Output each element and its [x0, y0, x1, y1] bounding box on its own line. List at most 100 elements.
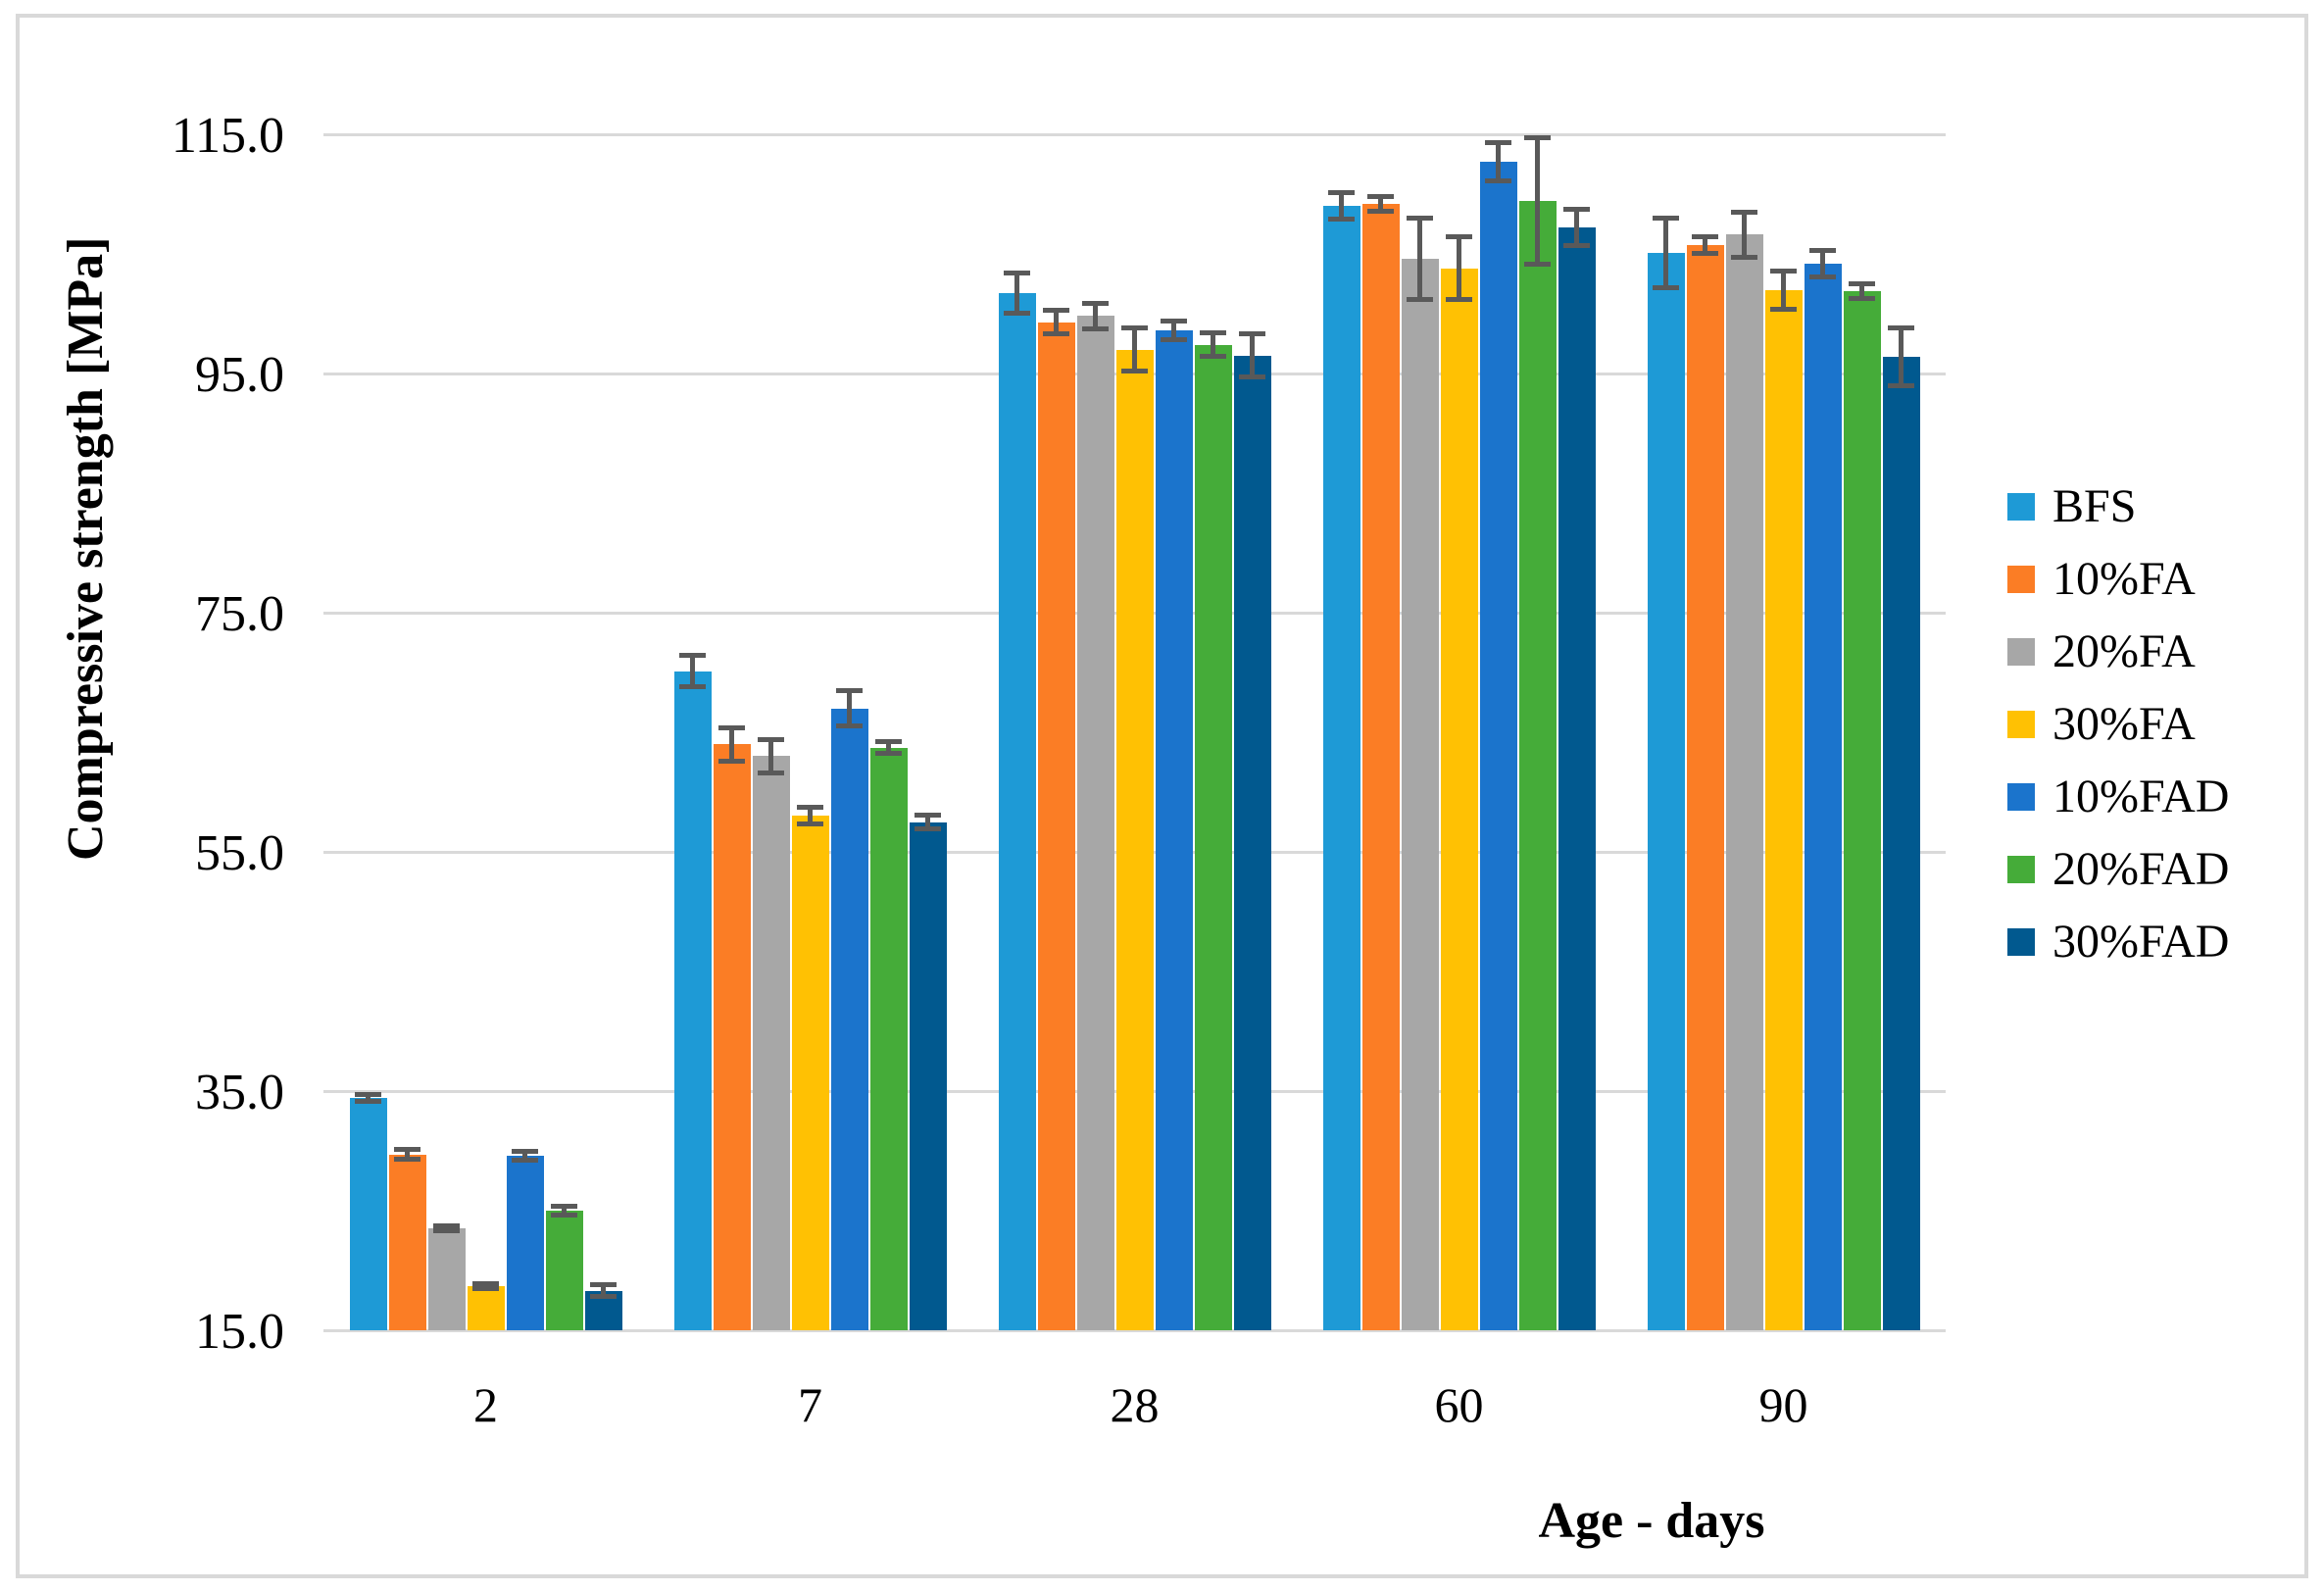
error-bar-30%FA-day28	[1132, 325, 1137, 373]
error-cap-top-30%FA-day28	[1121, 325, 1148, 331]
x-axis-title: Age - days	[1538, 1493, 1765, 1549]
error-cap-top-30%FAD-day60	[1563, 207, 1590, 213]
error-cap-bottom-30%FA-day7	[797, 821, 823, 827]
error-cap-bottom-20%FA-day7	[758, 770, 784, 775]
bar-30%FAD-day60	[1558, 227, 1596, 1330]
legend-item-20%FA: 20%FA	[2007, 616, 2229, 688]
y-tick-label-35.0: 35.0	[195, 1065, 284, 1120]
legend-item-20%FAD: 20%FAD	[2007, 833, 2229, 906]
legend-label-10%FAD: 10%FAD	[2052, 771, 2230, 822]
error-bar-10%FAD-day28	[1171, 318, 1176, 343]
bar-30%FA-day28	[1115, 349, 1154, 1330]
legend-swatch-30%FA	[2007, 711, 2035, 738]
error-cap-bottom-20%FA-day60	[1407, 296, 1433, 302]
error-bar-30%FAD-day28	[1250, 331, 1255, 380]
bar-30%FAD-day28	[1233, 355, 1271, 1330]
error-bar-10%FA-day7	[729, 724, 734, 764]
error-cap-bottom-10%FA-day60	[1367, 208, 1394, 214]
error-cap-bottom-BFS-day90	[1653, 284, 1679, 290]
bar-30%FAD-day90	[1882, 356, 1920, 1330]
bar-20%FAD-day2	[545, 1211, 583, 1330]
error-cap-bottom-30%FAD-day7	[915, 826, 941, 832]
error-cap-top-30%FAD-day2	[590, 1282, 617, 1288]
error-bar-20%FAD-day2	[562, 1203, 567, 1219]
error-bar-BFS-day60	[1339, 190, 1344, 223]
error-cap-top-BFS-day90	[1653, 215, 1679, 221]
error-bar-30%FAD-day7	[925, 812, 930, 832]
error-bar-BFS-day90	[1663, 215, 1668, 290]
error-bar-20%FAD-day60	[1535, 135, 1540, 268]
error-cap-bottom-20%FAD-day90	[1849, 295, 1875, 301]
legend: BFS 10%FA 20%FA 30%FA 10%FAD 20%FAD 30%FAD	[2007, 471, 2229, 978]
error-bar-BFS-day28	[1014, 271, 1019, 317]
error-bar-10%FAD-day60	[1496, 140, 1501, 183]
error-cap-top-10%FAD-day90	[1809, 247, 1836, 253]
legend-swatch-10%FAD	[2007, 783, 2035, 811]
bar-10%FAD-day90	[1804, 263, 1842, 1330]
bar-30%FA-day7	[791, 816, 829, 1330]
error-bar-BFS-day7	[690, 653, 695, 690]
error-cap-top-20%FAD-day60	[1524, 135, 1551, 141]
bar-30%FAD-day7	[909, 821, 947, 1330]
error-cap-top-20%FA-day7	[758, 736, 784, 742]
bar-10%FA-day28	[1037, 322, 1075, 1330]
error-cap-bottom-10%FA-day90	[1692, 251, 1718, 257]
error-cap-top-30%FAD-day90	[1888, 325, 1914, 331]
error-bar-10%FA-day28	[1054, 307, 1059, 337]
error-cap-bottom-10%FA-day7	[718, 758, 745, 764]
x-tick-label-7: 7	[798, 1377, 822, 1432]
bar-20%FAD-day7	[869, 747, 908, 1330]
bar-10%FA-day60	[1361, 203, 1400, 1330]
legend-item-BFS: BFS	[2007, 471, 2229, 543]
error-cap-bottom-BFS-day7	[679, 684, 706, 690]
error-cap-top-BFS-day28	[1004, 271, 1030, 276]
legend-label-30%FAD: 30%FAD	[2052, 916, 2230, 968]
bar-20%FAD-day60	[1518, 201, 1557, 1330]
legend-label-20%FAD: 20%FAD	[2052, 843, 2230, 895]
error-cap-top-10%FA-day7	[718, 724, 745, 730]
y-tick-label-75.0: 75.0	[195, 586, 284, 642]
bar-BFS-day7	[673, 671, 712, 1330]
error-bar-BFS-day2	[366, 1092, 371, 1105]
error-cap-top-20%FA-day28	[1082, 300, 1109, 306]
bar-30%FA-day90	[1764, 289, 1803, 1330]
y-tick-label-115.0: 115.0	[171, 108, 284, 164]
error-cap-bottom-10%FAD-day2	[512, 1158, 538, 1164]
error-cap-top-30%FAD-day28	[1239, 331, 1265, 337]
bar-20%FA-day90	[1725, 234, 1763, 1330]
error-cap-bottom-30%FAD-day2	[590, 1294, 617, 1300]
error-cap-bottom-30%FA-day28	[1121, 369, 1148, 373]
legend-label-20%FA: 20%FA	[2052, 625, 2196, 677]
error-cap-top-BFS-day2	[355, 1092, 381, 1098]
error-cap-top-10%FA-day90	[1692, 234, 1718, 240]
error-cap-top-10%FAD-day28	[1161, 318, 1187, 323]
x-tick-label-2: 2	[473, 1377, 498, 1432]
error-cap-bottom-10%FA-day28	[1043, 331, 1069, 337]
error-cap-top-20%FAD-day2	[551, 1203, 577, 1209]
error-cap-top-10%FA-day2	[394, 1147, 420, 1153]
legend-swatch-20%FA	[2007, 638, 2035, 666]
error-cap-top-20%FA-day90	[1731, 209, 1757, 215]
error-cap-bottom-30%FA-day90	[1770, 306, 1797, 312]
error-cap-bottom-20%FA-day2	[433, 1228, 460, 1234]
error-cap-top-10%FAD-day2	[512, 1148, 538, 1154]
error-bar-10%FAD-day90	[1820, 247, 1825, 279]
error-cap-top-30%FA-day7	[797, 805, 823, 811]
error-cap-top-10%FA-day60	[1367, 194, 1394, 199]
legend-item-30%FAD: 30%FAD	[2007, 906, 2229, 978]
error-bar-10%FAD-day2	[522, 1148, 527, 1164]
error-cap-bottom-20%FAD-day2	[551, 1213, 577, 1219]
error-bar-10%FA-day2	[405, 1147, 410, 1162]
error-bar-30%FAD-day2	[601, 1282, 606, 1300]
error-bar-10%FAD-day7	[847, 687, 852, 729]
error-bar-20%FAD-day90	[1859, 281, 1864, 301]
legend-label-30%FA: 30%FA	[2052, 698, 2196, 750]
error-cap-bottom-10%FAD-day90	[1809, 274, 1836, 279]
bar-BFS-day28	[998, 293, 1036, 1330]
error-cap-top-30%FA-day60	[1446, 234, 1472, 240]
error-bar-20%FA-day28	[1093, 300, 1098, 332]
error-bar-20%FA-day60	[1417, 215, 1422, 302]
gridline-15.0	[323, 1328, 1946, 1332]
error-cap-bottom-20%FAD-day60	[1524, 262, 1551, 268]
bar-20%FA-day28	[1076, 316, 1114, 1330]
